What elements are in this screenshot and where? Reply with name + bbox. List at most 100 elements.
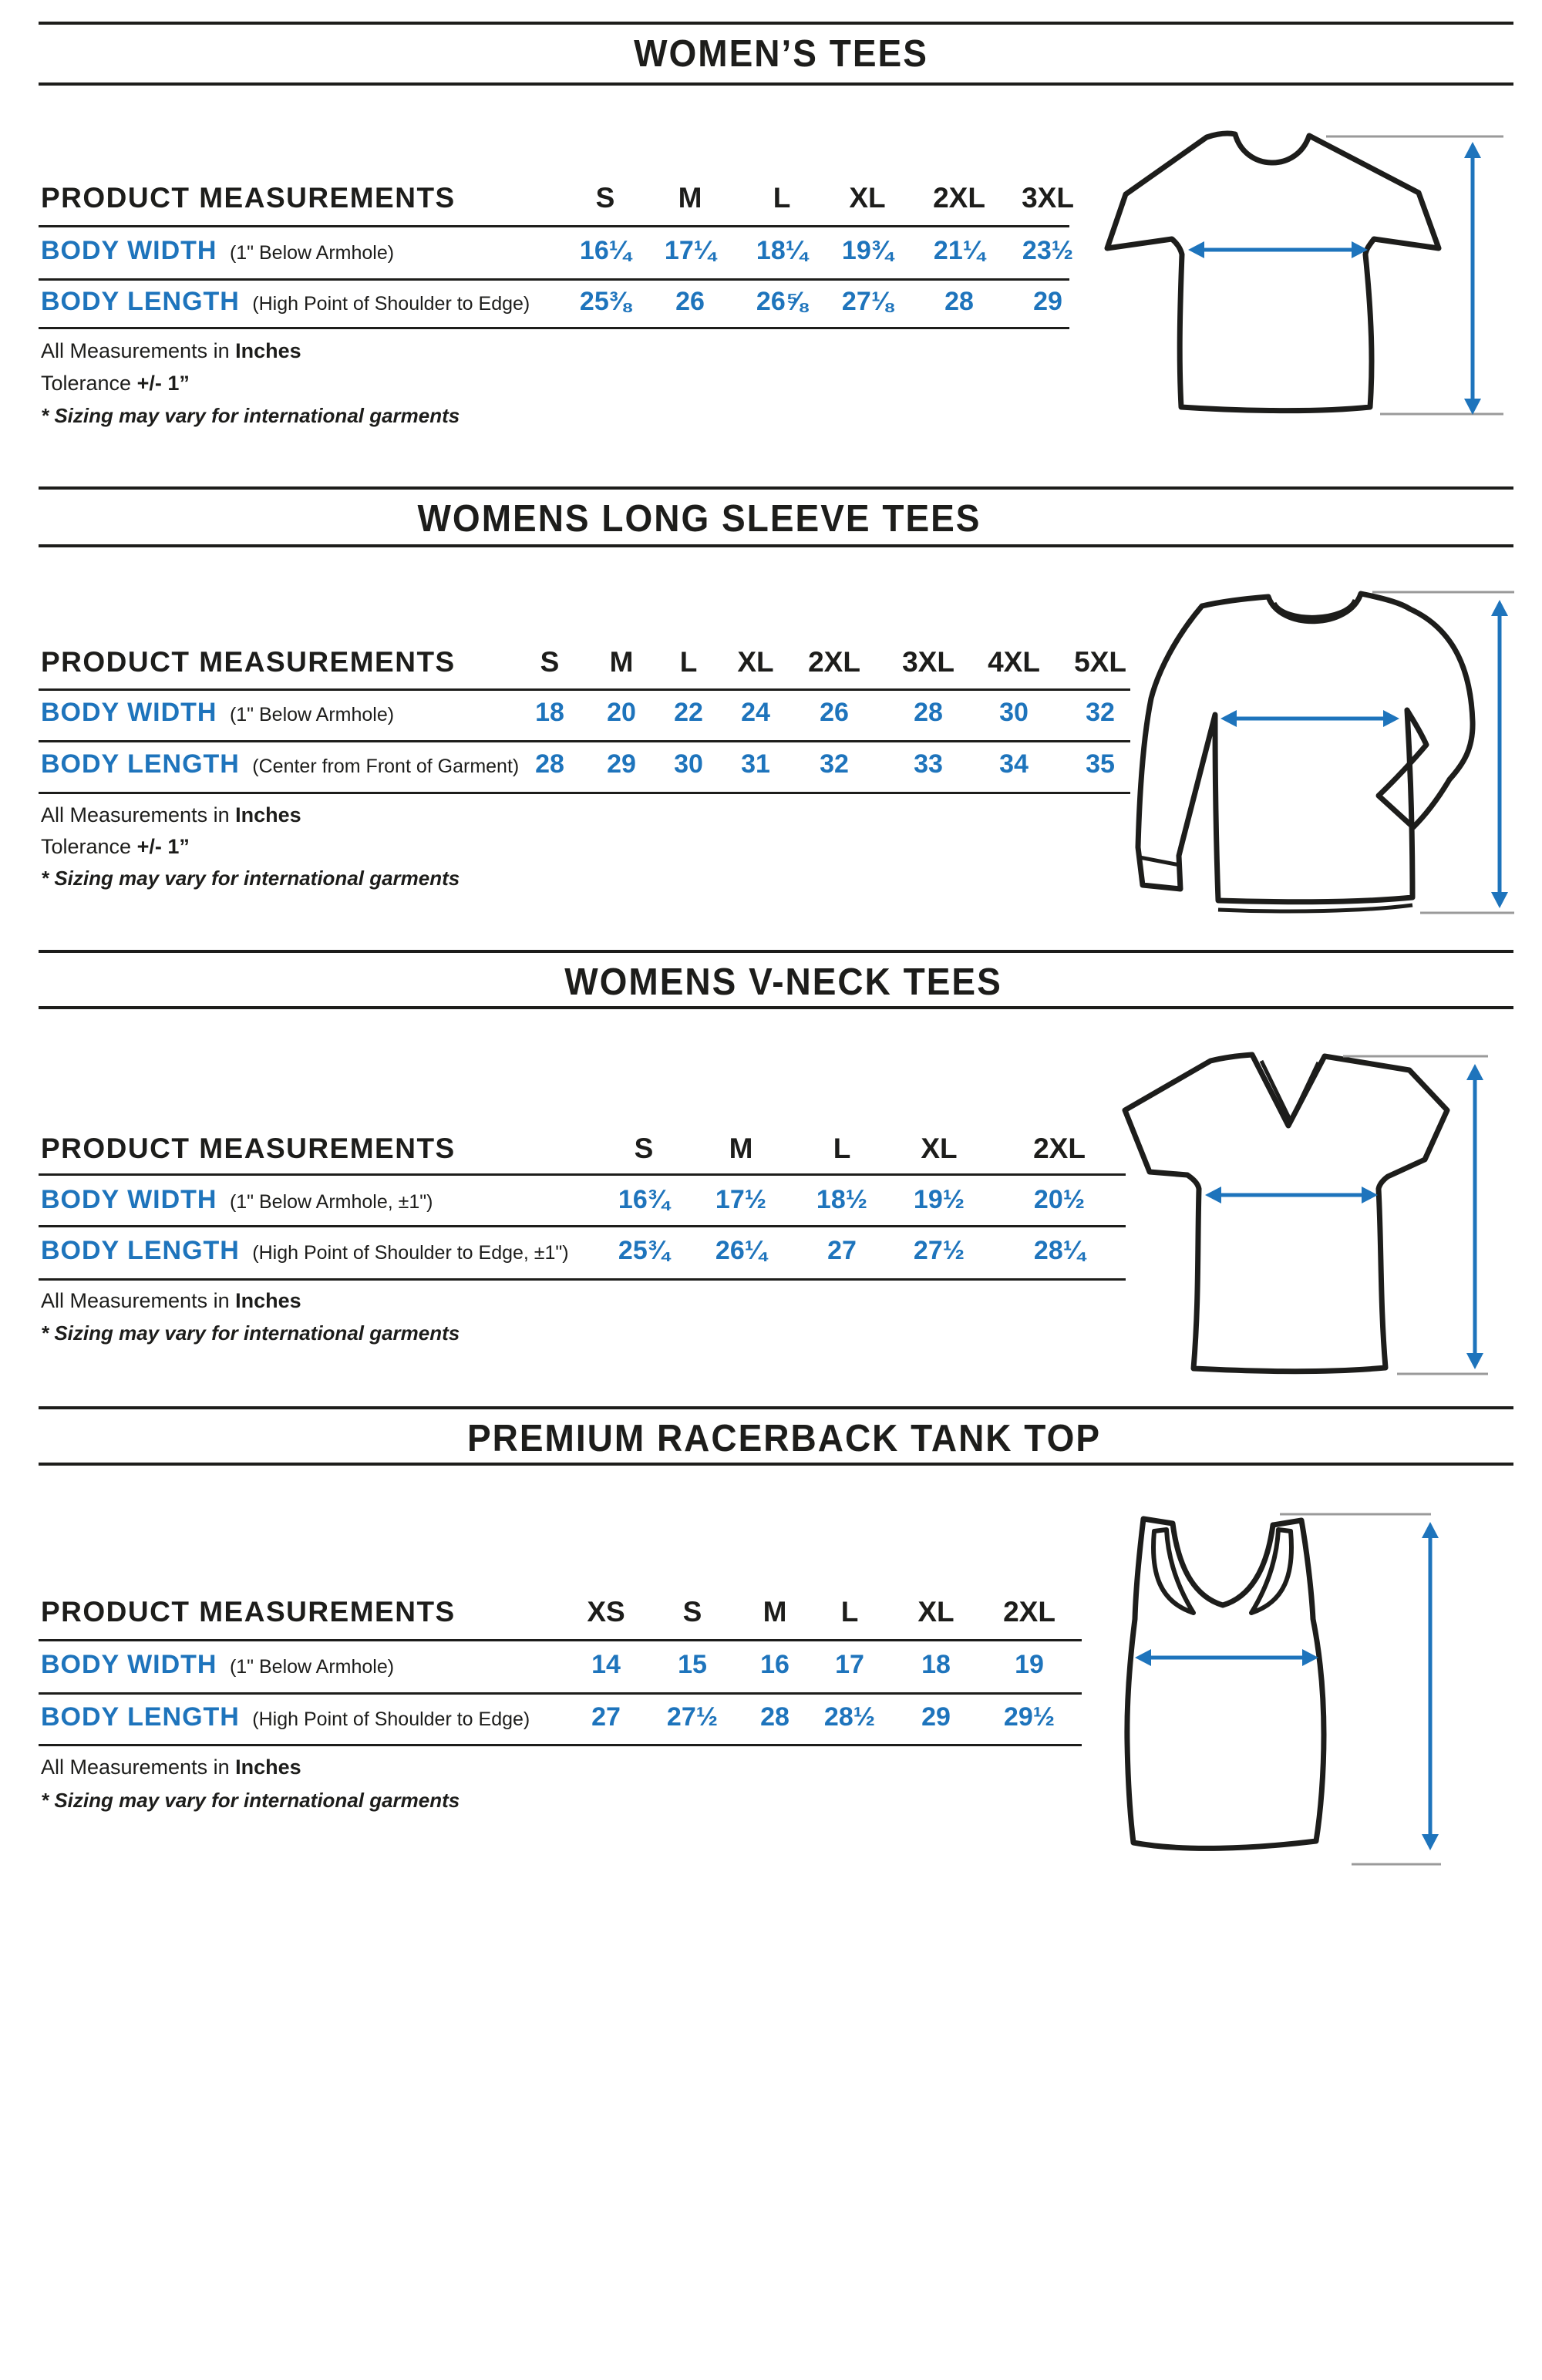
body-length-arrow	[1464, 142, 1481, 415]
size-column-header: S	[682, 1596, 702, 1628]
size-column-header: L	[679, 646, 698, 678]
body-length-label: BODY LENGTH	[41, 287, 240, 316]
section-title: WOMENS V-NECK TEES	[564, 960, 1002, 1003]
measurement-desc: (1" Below Armhole, ±1")	[229, 1191, 433, 1213]
note-unit: Inches	[235, 339, 301, 362]
note-text: All Measurements in	[41, 1756, 236, 1779]
measurement-value: 30	[999, 698, 1029, 727]
divider	[39, 486, 1513, 490]
size-column-header: 3XL	[902, 646, 954, 678]
measurement-value: 28	[760, 1702, 790, 1732]
size-column-header: 2XL	[1003, 1596, 1055, 1628]
note-text: Tolerance	[41, 372, 137, 395]
divider	[39, 22, 1513, 25]
measurement-value: 28	[914, 698, 943, 727]
measurement-value: 26⅝	[756, 287, 808, 316]
size-column-header: M	[729, 1133, 753, 1164]
measurement-value: 35	[1086, 749, 1115, 779]
table-rule	[39, 1639, 1082, 1641]
measurement-value: 17¼	[664, 236, 716, 265]
size-column-header: 2XL	[808, 646, 860, 678]
measurement-value: 27½	[913, 1236, 965, 1265]
product-measurements-header: PRODUCT MEASUREMENTS	[41, 182, 456, 214]
note-text: All Measurements in	[41, 1289, 236, 1312]
divider	[39, 1463, 1513, 1466]
measurement-value: 29½	[1003, 1702, 1055, 1732]
note-measurements: All Measurements in Inches	[41, 1756, 301, 1779]
measurement-value: 29	[607, 749, 636, 779]
note-unit: Inches	[235, 1289, 301, 1312]
note-measurements: All Measurements in Inches	[41, 339, 301, 363]
section-title: WOMEN’S TEES	[634, 32, 928, 75]
measurement-value: 26¼	[715, 1236, 767, 1265]
table-rule	[39, 1173, 1126, 1176]
table-rule	[39, 1278, 1126, 1281]
table-row: BODY WIDTH (1" Below Armhole)	[41, 698, 394, 728]
measurement-value: 28½	[823, 1702, 876, 1732]
measurement-value: 22	[674, 698, 703, 727]
body-length-label: BODY LENGTH	[41, 1236, 240, 1265]
measurement-value: 29	[921, 1702, 951, 1732]
body-width-arrow	[1220, 710, 1399, 727]
note-sizing: * Sizing may vary for international garm…	[41, 1321, 460, 1345]
measurement-desc: (1" Below Armhole)	[229, 242, 395, 264]
body-width-label: BODY WIDTH	[41, 698, 217, 727]
measurement-value: 15	[678, 1650, 707, 1679]
measurement-value: 30	[674, 749, 703, 779]
table-rule	[39, 792, 1130, 794]
size-column-header: L	[773, 182, 791, 214]
note-sizing: * Sizing may vary for international garm…	[41, 1789, 460, 1812]
measurement-value: 31	[741, 749, 770, 779]
divider	[39, 544, 1513, 547]
body-width-arrow	[1188, 241, 1368, 258]
table-row: BODY WIDTH (1" Below Armhole)	[41, 1650, 394, 1680]
measurement-value: 27½	[666, 1702, 719, 1732]
v-neck-band	[1259, 1059, 1321, 1126]
table-rule	[39, 740, 1130, 742]
table-rule	[39, 1225, 1126, 1227]
measurement-value: 32	[820, 749, 849, 779]
note-tolerance: Tolerance +/- 1”	[41, 372, 190, 396]
note-tolerance-value: +/- 1”	[136, 835, 190, 858]
body-length-arrow	[1491, 600, 1508, 908]
table-rule	[39, 327, 1069, 329]
v-neck-tee-icon	[1122, 1052, 1488, 1375]
body-width-label: BODY WIDTH	[41, 236, 217, 265]
note-unit: Inches	[235, 803, 301, 826]
measurement-value: 17	[835, 1650, 864, 1679]
product-measurements-header: PRODUCT MEASUREMENTS	[41, 1596, 456, 1628]
divider	[39, 1406, 1513, 1409]
size-column-header: S	[540, 646, 560, 678]
body-width-arrow	[1205, 1187, 1378, 1203]
size-column-header: L	[833, 1133, 851, 1164]
table-rule	[39, 278, 1069, 281]
measurement-value: 27	[827, 1236, 857, 1265]
measurement-value: 28	[944, 287, 974, 316]
measurement-value: 26	[675, 287, 705, 316]
measurement-desc: (Center from Front of Garment)	[252, 756, 520, 777]
size-column-header: XL	[921, 1133, 958, 1164]
measurement-value: 27	[591, 1702, 621, 1732]
measurement-desc: (1" Below Armhole)	[229, 1656, 395, 1678]
measurement-value: 20	[607, 698, 636, 727]
measurement-value: 18	[921, 1650, 951, 1679]
measurement-value: 19¾	[841, 236, 894, 265]
cuff-band	[1139, 855, 1180, 867]
measurement-value: 19	[1015, 1650, 1044, 1679]
measurement-value: 26	[820, 698, 849, 727]
measurement-value: 28¼	[1033, 1236, 1086, 1265]
measurement-desc: (High Point of Shoulder to Edge)	[252, 293, 530, 315]
right-armhole	[1249, 1527, 1294, 1615]
note-text: Tolerance	[41, 835, 137, 858]
table-row: BODY LENGTH (High Point of Shoulder to E…	[41, 1236, 569, 1266]
size-column-header: XS	[587, 1596, 625, 1628]
measurement-value: 18¼	[756, 236, 808, 265]
measurement-value: 25¾	[618, 1236, 670, 1265]
neck-band	[1272, 598, 1357, 619]
size-column-header: S	[634, 1133, 654, 1164]
crew-neck-tee-icon	[1104, 130, 1503, 416]
measurement-value: 34	[999, 749, 1029, 779]
body-width-label: BODY WIDTH	[41, 1650, 217, 1679]
measurement-desc: (High Point of Shoulder to Edge, ±1")	[252, 1242, 569, 1264]
note-measurements: All Measurements in Inches	[41, 1289, 301, 1313]
